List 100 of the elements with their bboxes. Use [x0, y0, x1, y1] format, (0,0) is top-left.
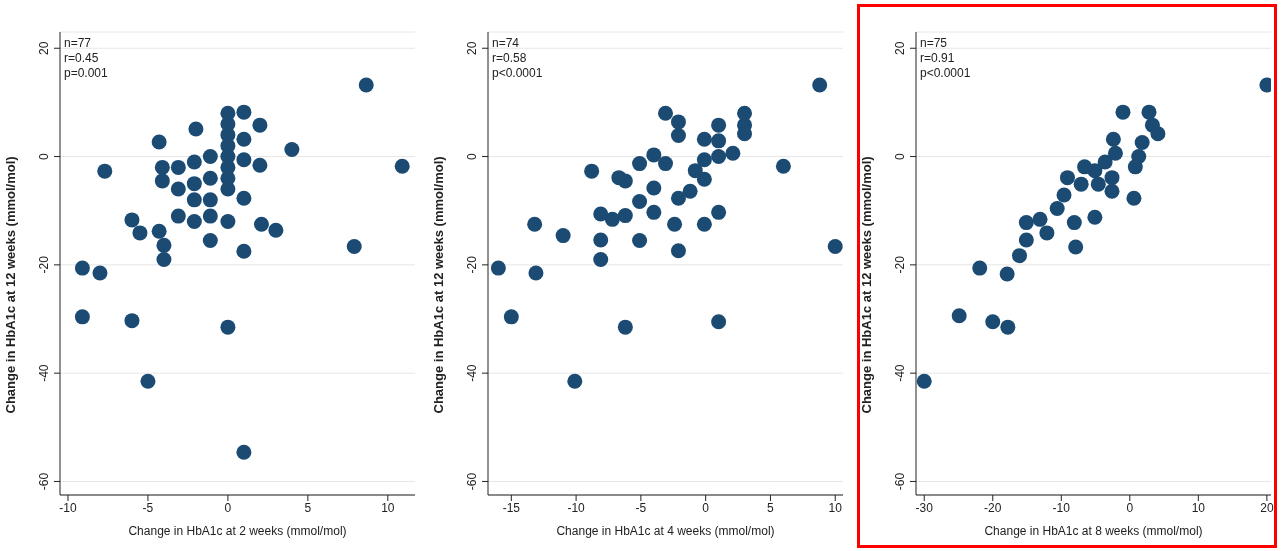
y-tick-label: 20: [893, 41, 907, 55]
x-tick-label: 10: [381, 500, 395, 515]
point: [1150, 126, 1166, 142]
point: [186, 154, 202, 170]
point: [220, 181, 236, 197]
point: [1018, 215, 1034, 231]
point: [74, 309, 90, 325]
point: [711, 133, 727, 149]
point: [132, 225, 148, 241]
point: [617, 208, 633, 224]
point: [528, 265, 544, 281]
point: [1107, 145, 1123, 161]
point: [658, 105, 673, 121]
point: [1126, 190, 1142, 206]
point: [358, 77, 374, 93]
point: [124, 212, 140, 228]
point: [827, 238, 843, 254]
point: [1011, 248, 1027, 264]
point: [1105, 131, 1121, 147]
point: [696, 152, 712, 168]
y-tick-label: -60: [465, 472, 479, 491]
point: [220, 319, 236, 335]
annotation: n=74: [492, 36, 521, 51]
point: [1104, 183, 1120, 199]
annotation: r=0.45: [64, 51, 100, 66]
point: [151, 223, 167, 239]
x-axis-title: Change in HbA1c at 4 weeks (mmol/mol): [556, 524, 775, 538]
annotation: p<0.0001: [492, 66, 543, 81]
y-tick-label: -20: [465, 255, 479, 274]
point: [170, 181, 186, 197]
point: [1000, 319, 1016, 335]
y-tick-label: 20: [37, 41, 51, 55]
point: [236, 190, 252, 206]
point: [611, 170, 627, 186]
x-tick-label: 20: [1260, 500, 1274, 515]
x-tick-label: -30: [915, 500, 934, 515]
y-tick-label: 0: [893, 152, 907, 160]
point: [670, 190, 686, 206]
x-tick-label: 10: [828, 500, 843, 515]
annotation: p=0.001: [64, 66, 108, 81]
point: [284, 142, 300, 158]
point: [667, 216, 683, 232]
point: [1018, 232, 1034, 248]
x-tick-label: -5: [142, 500, 154, 515]
point: [253, 216, 269, 232]
annotation: n=75: [920, 36, 949, 51]
point: [1073, 176, 1089, 192]
point: [632, 156, 648, 172]
point: [555, 228, 571, 244]
point: [604, 211, 620, 227]
point: [951, 308, 967, 324]
x-tick-label: -10: [59, 500, 77, 515]
point: [646, 204, 662, 220]
point: [593, 206, 609, 222]
x-axis-title: Change in HbA1c at 2 weeks (mmol/mol): [128, 524, 347, 538]
y-tick-label: -60: [37, 472, 51, 491]
point: [687, 163, 703, 179]
point: [252, 117, 268, 133]
point: [1097, 154, 1113, 170]
point: [220, 214, 236, 230]
x-tick-label: 0: [224, 500, 232, 515]
point: [985, 314, 1001, 330]
point: [1049, 201, 1065, 217]
x-tick-label: -15: [502, 500, 521, 515]
point: [584, 163, 600, 179]
point: [202, 192, 218, 208]
point: [999, 266, 1015, 282]
annotation: p<0.0001: [920, 66, 971, 81]
y-tick-label: 20: [465, 41, 479, 55]
y-axis-title: Change in HbA1c at 12 weeks (mmol/mol): [430, 156, 446, 414]
point: [186, 176, 202, 192]
annotation: r=0.91: [920, 51, 956, 66]
x-tick-label: -10: [1052, 500, 1071, 515]
point: [202, 208, 218, 224]
point: [202, 232, 218, 248]
point: [593, 232, 609, 248]
point: [658, 156, 673, 172]
point: [236, 243, 252, 259]
point: [696, 131, 712, 147]
point: [711, 117, 727, 133]
point: [646, 180, 662, 196]
point: [236, 104, 252, 120]
point: [268, 222, 284, 238]
point: [1066, 215, 1082, 231]
point: [1032, 211, 1048, 227]
x-tick-label: 10: [1191, 500, 1206, 515]
y-tick-label: 0: [465, 152, 479, 160]
y-tick-label: 0: [37, 152, 51, 160]
point: [1115, 104, 1131, 120]
annotation: n=77: [64, 36, 93, 51]
point: [1134, 134, 1150, 150]
point: [346, 238, 362, 254]
point: [151, 134, 167, 150]
point: [156, 237, 172, 253]
point: [670, 127, 686, 143]
annotation: r=0.58: [492, 51, 528, 66]
x-tick-label: -10: [567, 500, 586, 515]
y-axis-title: Change in HbA1c at 12 weeks (mmol/mol): [858, 156, 874, 414]
point: [916, 373, 932, 389]
x-tick-label: 0: [702, 500, 710, 515]
